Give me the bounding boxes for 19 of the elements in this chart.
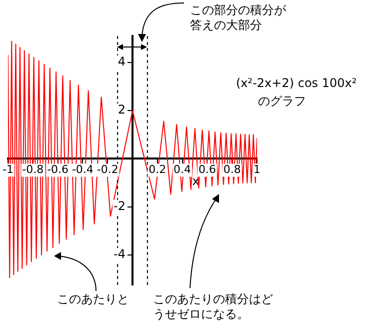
y-tick-label: -4 xyxy=(114,247,126,262)
y-tick-label: -2 xyxy=(114,198,126,213)
x-tick-label: -1 xyxy=(2,163,14,176)
text: このあたりと xyxy=(57,292,129,307)
x-tick-label: -0.6 xyxy=(47,163,69,176)
y-tick-label: 2 xyxy=(118,102,126,117)
y-tick-label: 4 xyxy=(118,54,126,69)
x-tick-label: -0.4 xyxy=(72,163,94,176)
x-tick-label: 0.8 xyxy=(223,163,241,176)
text: のグラフ xyxy=(258,94,306,109)
text: (x²-2x+2) cos 100x² xyxy=(236,76,357,91)
x-tick-label: 0.6 xyxy=(198,163,216,176)
x-tick-label: 1 xyxy=(254,163,260,176)
text: このあたりの積分はどうせゼロになる。 xyxy=(153,292,274,322)
x-tick-label: 0.4 xyxy=(174,163,192,176)
x-tick-label: 0.2 xyxy=(148,163,166,176)
x-tick-label: -0.8 xyxy=(22,163,44,176)
x-tick-label: -0.2 xyxy=(96,163,118,176)
text: この部分の積分が答えの大部分 xyxy=(190,3,287,33)
